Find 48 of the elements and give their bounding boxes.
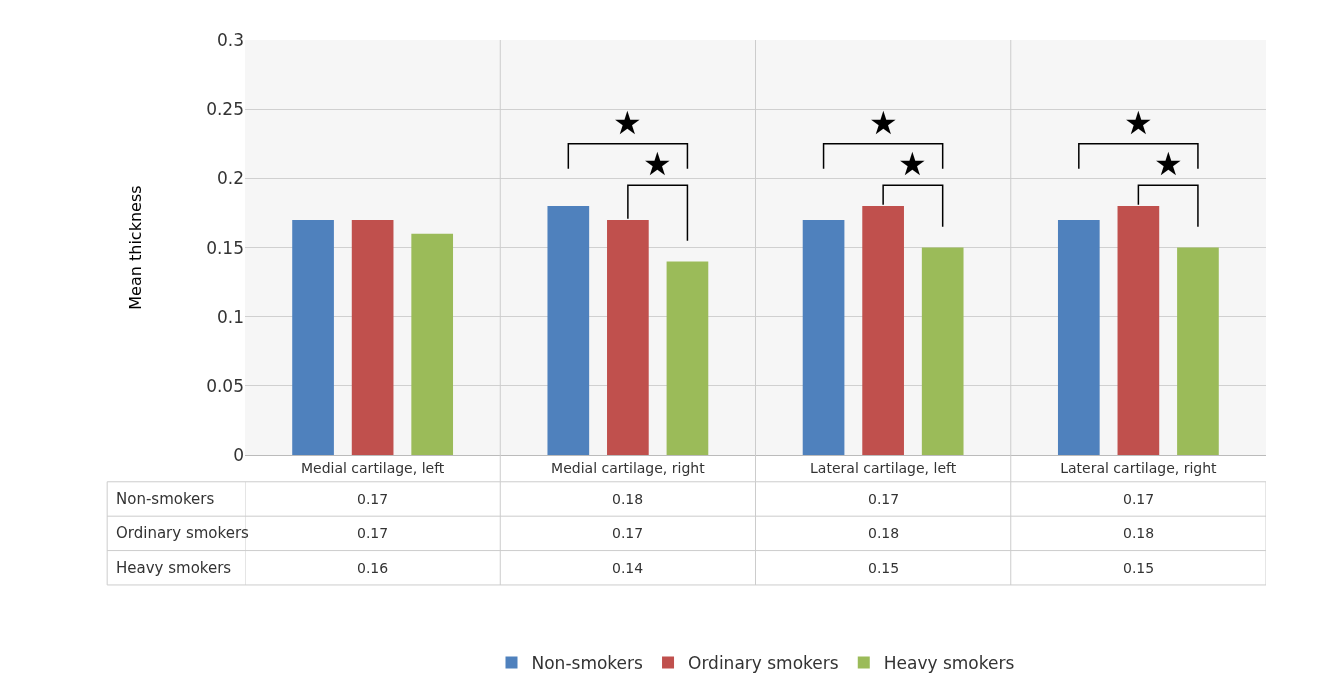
bar <box>607 219 649 456</box>
bar <box>351 219 394 456</box>
legend-label: Ordinary smokers <box>688 653 839 674</box>
annotation: ★ <box>869 104 898 142</box>
annotation: ★ <box>643 145 672 183</box>
data-label: 0.14 <box>612 560 644 576</box>
y-tick-label: 0 <box>233 445 244 466</box>
x-tick-label: Medial cartilage, left <box>300 459 445 476</box>
y-tick-label: 0.2 <box>216 168 244 189</box>
data-label: 0.17 <box>1123 491 1155 507</box>
y-axis-title: Mean thickness <box>126 185 146 310</box>
bar <box>547 206 590 456</box>
annotation: ★ <box>1124 104 1153 142</box>
bar <box>1057 219 1100 456</box>
annotation: ★ <box>613 104 642 142</box>
bar <box>411 233 454 456</box>
text: Ordinary smokers <box>116 524 249 542</box>
y-tick-label: 0.25 <box>206 99 244 120</box>
data-label: 0.15 <box>868 560 900 576</box>
data-label: 0.15 <box>1123 560 1155 576</box>
bar <box>802 219 845 456</box>
y-tick-label: 0.15 <box>206 237 244 258</box>
bar <box>666 261 709 456</box>
x-tick-label: Lateral cartilage, left <box>810 459 957 476</box>
annotation: ★ <box>1154 145 1183 183</box>
bar <box>862 206 904 456</box>
data-label: 0.17 <box>868 491 900 507</box>
legend-label: Heavy smokers <box>883 653 1015 674</box>
bar <box>1177 247 1219 456</box>
x-tick-label: Medial cartilage, right <box>551 459 706 476</box>
y-tick-label: 0.1 <box>216 306 244 327</box>
bar <box>292 219 334 456</box>
data-label: 0.18 <box>612 491 644 507</box>
text: Non-smokers <box>116 490 215 508</box>
data-label: 0.16 <box>357 560 389 576</box>
x-tick-label: Lateral cartilage, right <box>1060 459 1218 476</box>
y-tick-label: 0.05 <box>206 375 244 396</box>
data-label: 0.17 <box>357 525 389 541</box>
y-tick-label: 0.3 <box>216 29 244 50</box>
data-label: 0.18 <box>1123 525 1155 541</box>
data-label: 0.17 <box>612 525 644 541</box>
text: Heavy smokers <box>116 559 232 577</box>
data-label: 0.18 <box>868 525 900 541</box>
bar <box>921 247 964 456</box>
annotation: ★ <box>898 145 927 183</box>
bar <box>1117 206 1160 456</box>
data-label: 0.17 <box>357 491 389 507</box>
legend-label: Non-smokers <box>531 653 644 674</box>
